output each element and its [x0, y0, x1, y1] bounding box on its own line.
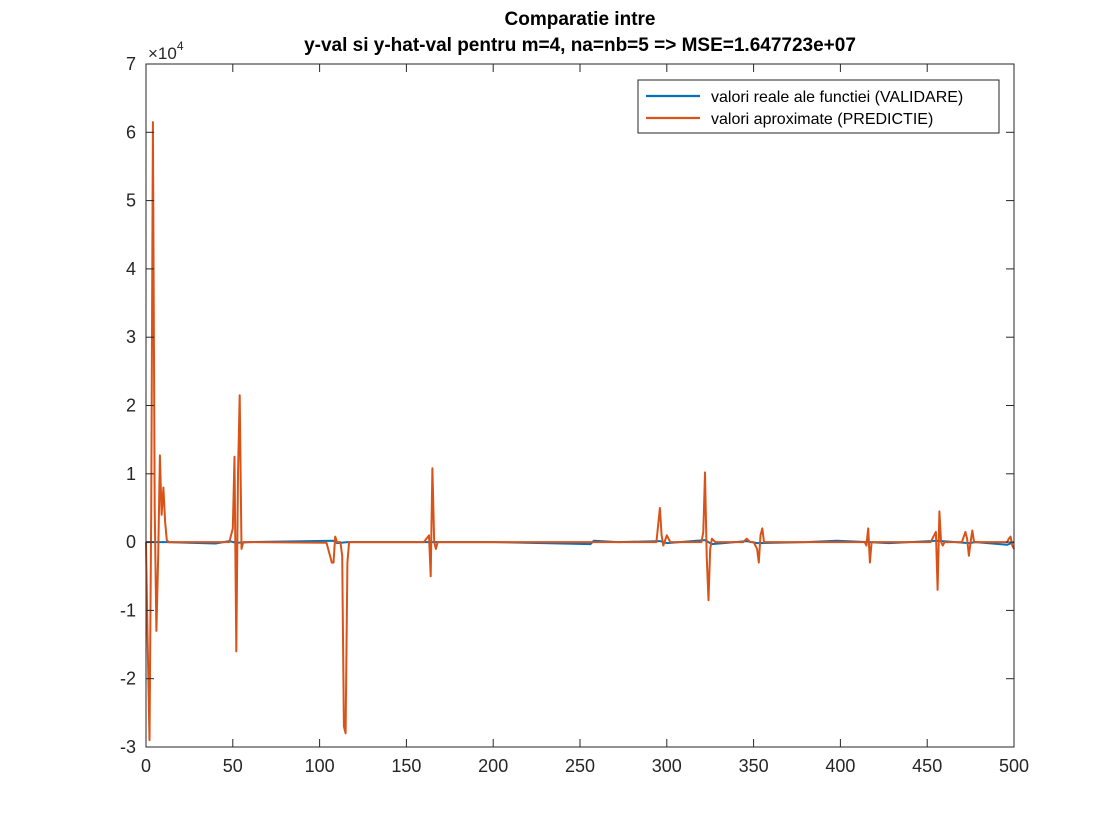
plot-frame: [145, 63, 1015, 748]
y-exponent-label: ×104: [148, 39, 184, 63]
x-tick-label: 450: [912, 756, 942, 776]
x-tick-label: 250: [565, 756, 595, 776]
x-tick-label: 100: [305, 756, 335, 776]
chart-title-line-2: y-val si y-hat-val pentru m=4, na=nb=5 =…: [304, 35, 856, 56]
x-tick-label: 300: [652, 756, 682, 776]
y-tick-label: 5: [126, 191, 136, 211]
x-tick-label: 400: [825, 756, 855, 776]
y-tick-label: 3: [126, 327, 136, 347]
x-tick-label: 0: [141, 756, 151, 776]
x-tick-label: 500: [999, 756, 1029, 776]
y-tick-label: 7: [126, 54, 136, 74]
y-tick-label: -2: [120, 669, 136, 689]
y-tick-label: 2: [126, 396, 136, 416]
x-tick-label: 150: [391, 756, 421, 776]
x-tick-label: 350: [739, 756, 769, 776]
series-layer: [145, 121, 1015, 742]
ticks-layer: 0 50 100 150 200 250 300 350 400 450 500 -3 -2 -1 0 1 2 3…: [120, 54, 1029, 776]
legend-label-series-1: valori reale ale functiei (VALIDARE): [711, 89, 963, 106]
y-tick-label: 0: [126, 532, 136, 552]
x-tick-label: 50: [223, 756, 243, 776]
y-tick-label: 1: [126, 464, 136, 484]
y-tick-label: -1: [120, 600, 136, 620]
y-tick-label: 6: [126, 122, 136, 142]
x-tick-label: 200: [478, 756, 508, 776]
legend-box: [637, 79, 1000, 134]
y-tick-label: 4: [126, 259, 136, 279]
chart-title-line-1: Comparatie intre: [504, 9, 656, 30]
legend-label-series-2: valori aproximate (PREDICTIE): [711, 111, 933, 128]
legend: valori reale ale functiei (VALIDARE) val…: [637, 79, 1000, 134]
y-tick-label: -3: [120, 737, 136, 757]
series-line-2: [145, 121, 1015, 742]
